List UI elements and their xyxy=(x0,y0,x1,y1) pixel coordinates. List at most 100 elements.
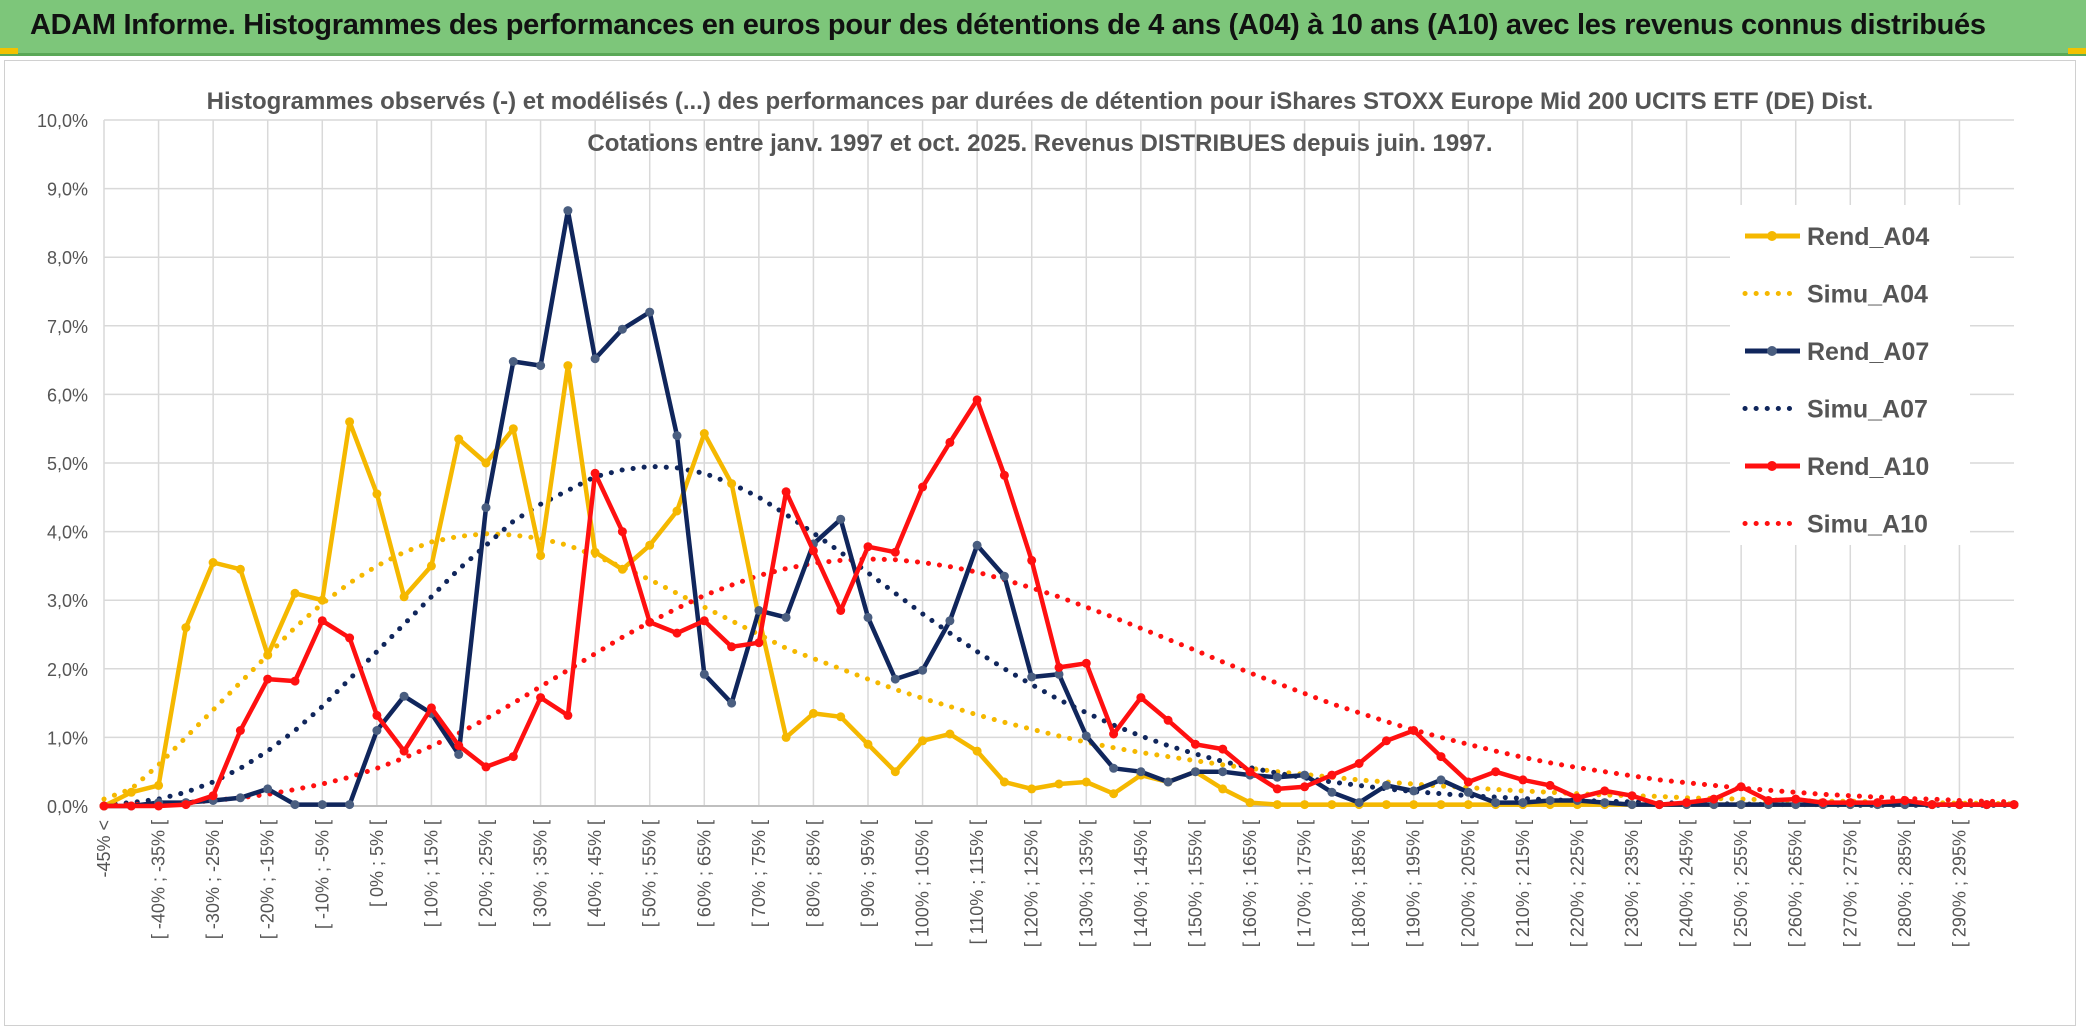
series-line xyxy=(102,363,2014,809)
corner-accent-right xyxy=(2068,48,2086,54)
data-point xyxy=(727,698,737,708)
y-tick-label: 1,0% xyxy=(47,728,88,748)
y-tick-label: 6,0% xyxy=(47,385,88,405)
y-tick-label: 4,0% xyxy=(47,523,88,543)
data-point xyxy=(590,468,600,478)
data-point xyxy=(536,361,546,371)
data-point xyxy=(972,395,982,405)
data-point xyxy=(1736,782,1746,792)
y-tick-label: 2,0% xyxy=(47,660,88,680)
data-point xyxy=(945,729,955,739)
y-tick-label: 3,0% xyxy=(47,591,88,611)
data-point xyxy=(1463,787,1473,797)
data-point xyxy=(863,739,873,749)
legend-label: Rend_A04 xyxy=(1807,223,1929,251)
data-point xyxy=(1272,800,1282,810)
x-tick-label: [ 20% ; 25% [ xyxy=(476,820,496,927)
data-point xyxy=(590,354,600,364)
data-point xyxy=(208,558,218,567)
legend-label: Simu_A10 xyxy=(1807,511,1928,539)
data-point xyxy=(1218,767,1228,777)
data-point xyxy=(181,800,191,810)
data-point xyxy=(972,746,982,756)
gridlines xyxy=(103,119,2014,807)
data-point xyxy=(290,588,300,598)
data-point xyxy=(617,324,627,334)
data-point xyxy=(1463,777,1473,787)
data-point xyxy=(1845,798,1855,808)
data-point xyxy=(481,458,491,468)
x-tick-label: [ 60% ; 65% [ xyxy=(694,820,714,927)
x-tick-label: [ 220% ; 225% [ xyxy=(1567,820,1587,947)
data-point xyxy=(1381,736,1391,746)
legend-label: Rend_A07 xyxy=(1807,338,1929,366)
legend-label: Rend_A10 xyxy=(1807,453,1929,481)
data-point xyxy=(1436,775,1446,785)
data-point xyxy=(890,547,900,557)
legend-item-rend-a10: Rend_A10 xyxy=(1745,453,1929,481)
x-tick-label: [ 0% ; 5% [ xyxy=(367,820,387,907)
corner-accent-left xyxy=(0,48,18,54)
y-tick-label: 0,0% xyxy=(47,797,88,817)
data-point xyxy=(781,732,791,742)
data-point xyxy=(1409,800,1419,810)
data-point xyxy=(1600,798,1610,808)
legend-marker xyxy=(1767,231,1777,241)
data-point xyxy=(699,669,709,679)
data-point xyxy=(1054,669,1064,679)
data-point xyxy=(727,479,737,489)
data-point xyxy=(508,424,518,434)
data-point xyxy=(1545,796,1555,805)
data-point xyxy=(1190,767,1200,777)
x-tick-label: [ -30% ; -25% [ xyxy=(203,820,223,939)
x-tick-label: [ 120% ; 125% [ xyxy=(1022,820,1042,947)
legend-marker xyxy=(1767,461,1777,471)
data-point xyxy=(672,628,682,638)
y-tick-label: 9,0% xyxy=(47,180,88,200)
data-point xyxy=(345,800,355,810)
data-point xyxy=(781,487,791,497)
data-point xyxy=(536,551,546,561)
x-tick-label: [ 30% ; 35% [ xyxy=(531,820,551,927)
x-tick-label: [ 10% ; 15% [ xyxy=(421,820,441,927)
series-rend-a10 xyxy=(99,395,2019,811)
data-point xyxy=(1163,715,1173,725)
x-tick-label: [ -10% ; -5% [ xyxy=(312,820,332,929)
data-point xyxy=(999,777,1009,787)
data-point xyxy=(454,434,464,444)
data-point xyxy=(235,564,245,574)
legend-background xyxy=(1730,205,1970,545)
data-point xyxy=(1272,784,1282,794)
data-point xyxy=(1109,789,1119,799)
legend-item-simu-a07: Simu_A07 xyxy=(1742,396,1928,424)
data-point xyxy=(1136,767,1146,777)
data-point xyxy=(1218,744,1228,754)
data-point xyxy=(1900,796,1910,805)
chart-subtitle: Cotations entre janv. 1997 et oct. 2025.… xyxy=(587,130,1492,157)
x-tick-label: [ 100% ; 105% [ xyxy=(913,820,933,947)
data-point xyxy=(1491,798,1501,808)
x-axis-tick-labels: -45% < [ -40% ; -35% [[ -30% ; -25% [[ -2… xyxy=(94,820,1969,947)
data-point xyxy=(1545,780,1555,790)
data-point xyxy=(972,540,982,550)
data-point xyxy=(263,650,273,660)
data-point xyxy=(235,793,245,803)
data-point xyxy=(617,564,627,574)
data-point xyxy=(754,606,764,615)
data-point xyxy=(645,617,655,627)
data-point xyxy=(754,638,764,648)
x-tick-label: [ 240% ; 245% [ xyxy=(1677,820,1697,947)
data-point xyxy=(1190,739,1200,749)
data-point xyxy=(426,561,436,571)
data-point xyxy=(836,514,846,524)
data-point xyxy=(672,431,682,441)
legend-item-rend-a04: Rend_A04 xyxy=(1745,223,1929,251)
data-point xyxy=(481,762,491,772)
series-line xyxy=(101,463,2017,808)
data-point xyxy=(1600,786,1610,796)
x-tick-label: [ 80% ; 85% [ xyxy=(803,820,823,927)
data-point xyxy=(1054,779,1064,789)
x-tick-label: [ 180% ; 185% [ xyxy=(1349,820,1369,947)
data-point xyxy=(563,206,573,216)
series-simu-a10 xyxy=(101,556,2017,808)
